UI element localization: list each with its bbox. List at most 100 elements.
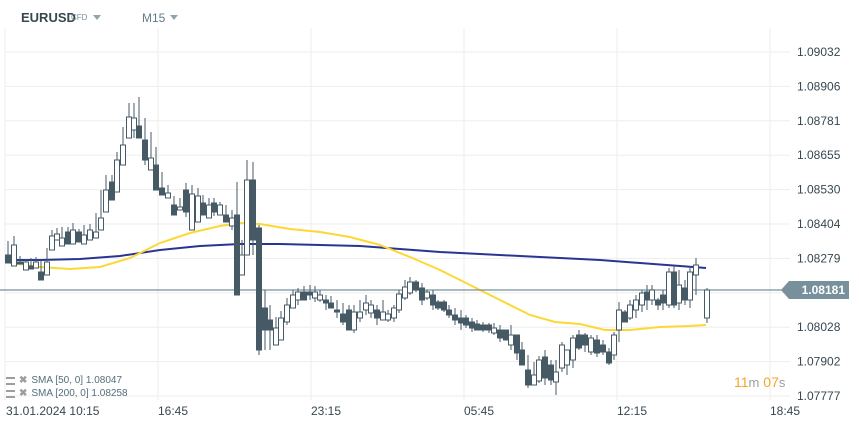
candle <box>229 210 235 230</box>
candle <box>334 300 340 318</box>
chart-header: EURUSD CFD M15 <box>0 0 859 34</box>
candle <box>514 334 520 360</box>
candle <box>211 198 217 216</box>
candle <box>368 300 374 318</box>
candle <box>396 290 402 313</box>
candle <box>250 162 256 255</box>
candle <box>671 266 677 308</box>
candle <box>307 285 313 300</box>
candle <box>148 132 154 171</box>
y-axis-tick: 1.08404 <box>797 217 841 231</box>
candle <box>54 228 60 241</box>
indicator-settings-icon[interactable] <box>6 376 15 385</box>
candle <box>576 330 582 350</box>
legend-label: SMA [200, 0] 1.08258 <box>31 388 128 399</box>
candle <box>103 175 109 213</box>
candle <box>542 350 548 385</box>
candle <box>600 340 606 355</box>
candle-countdown-timer: 11m 07s <box>734 374 785 390</box>
candle <box>622 310 628 323</box>
symbol-label[interactable]: EURUSD <box>21 10 76 25</box>
candle <box>5 241 11 264</box>
candle <box>644 285 650 310</box>
candle <box>87 224 93 241</box>
candle <box>548 360 554 385</box>
candle <box>611 332 617 360</box>
candle <box>136 97 142 139</box>
remove-indicator-icon[interactable]: ✖ <box>19 388 28 399</box>
candle <box>120 127 126 166</box>
symbol-dropdown-icon[interactable] <box>93 15 101 20</box>
candle <box>165 185 171 199</box>
candle <box>278 311 284 341</box>
y-axis-tick: 1.07777 <box>797 389 841 403</box>
timeframe-label[interactable]: M15 <box>142 11 166 25</box>
candle <box>385 310 391 322</box>
legend-item-sma50: ✖ SMA [50, 0] 1.08047 <box>6 374 128 387</box>
candle <box>463 315 469 328</box>
candle <box>49 230 55 251</box>
candle <box>582 333 588 352</box>
legend-item-sma200: ✖ SMA [200, 0] 1.08258 <box>6 387 128 400</box>
candle <box>666 268 672 308</box>
candle <box>65 227 71 245</box>
candle <box>76 229 82 243</box>
candle <box>627 300 633 320</box>
candle <box>38 260 44 281</box>
candle <box>244 160 250 256</box>
candle <box>508 325 514 350</box>
candle <box>33 257 39 269</box>
x-axis-tick: 05:45 <box>464 404 494 418</box>
candle <box>312 286 318 302</box>
candle <box>59 227 65 247</box>
remove-indicator-icon[interactable]: ✖ <box>19 375 28 386</box>
candle <box>391 305 397 322</box>
candle <box>267 305 273 350</box>
candle <box>564 349 570 375</box>
candle <box>17 256 23 265</box>
x-axis-tick: 31.01.2024 10:15 <box>6 404 100 418</box>
candle <box>474 320 480 331</box>
candle <box>328 296 334 309</box>
y-axis-tick: 1.08028 <box>797 320 841 334</box>
candle <box>480 322 486 332</box>
candle <box>413 280 419 292</box>
candle <box>693 258 699 295</box>
candle <box>503 329 509 341</box>
indicator-settings-icon[interactable] <box>6 389 15 398</box>
candle <box>419 283 425 305</box>
candle <box>273 317 279 346</box>
candle <box>469 318 475 332</box>
candle <box>44 248 50 276</box>
candle <box>430 290 436 310</box>
y-axis-tick: 1.08781 <box>797 114 841 128</box>
candle <box>200 195 206 216</box>
candle <box>340 303 346 325</box>
candle <box>594 335 600 357</box>
candle <box>660 290 666 310</box>
candle <box>452 308 458 325</box>
candle <box>606 348 612 365</box>
candle <box>446 305 452 318</box>
candle <box>491 323 497 335</box>
y-axis-tick: 1.07902 <box>797 355 841 369</box>
timeframe-dropdown-icon[interactable] <box>170 15 178 20</box>
timer-seconds-unit: s <box>778 375 786 390</box>
candle <box>256 225 262 355</box>
candle <box>239 240 245 276</box>
candle <box>633 295 639 318</box>
candle <box>374 305 380 325</box>
candle <box>676 270 682 310</box>
candle <box>351 305 357 333</box>
candle <box>114 152 120 193</box>
candle <box>98 190 104 231</box>
timer-minutes: 11 <box>734 374 749 390</box>
candle <box>217 202 223 216</box>
candle <box>497 325 503 342</box>
x-axis-tick: 18:45 <box>770 404 800 418</box>
candle <box>559 342 565 372</box>
candle <box>183 183 189 217</box>
candle <box>171 196 177 216</box>
legend-label: SMA [50, 0] 1.08047 <box>31 375 123 386</box>
